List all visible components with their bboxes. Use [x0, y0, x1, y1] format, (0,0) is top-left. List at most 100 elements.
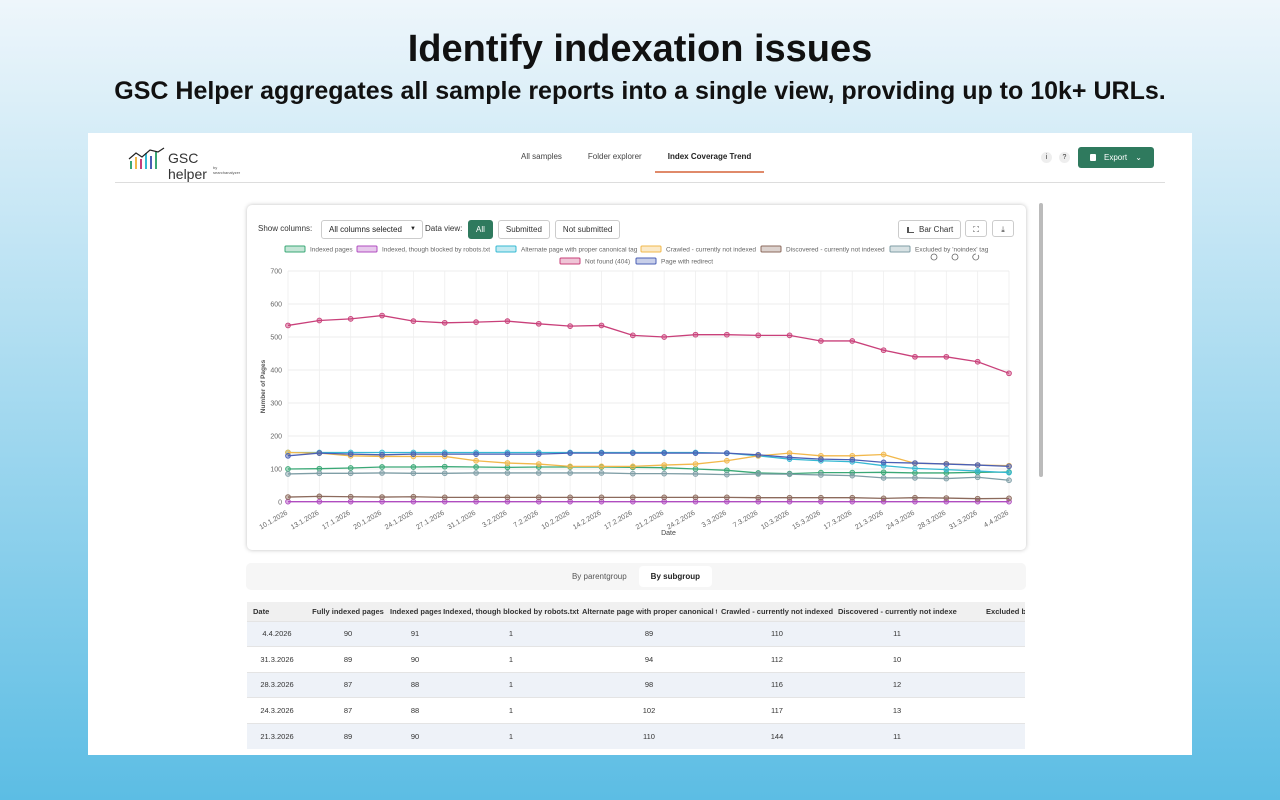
legend-swatch[interactable] [559, 257, 581, 265]
x-tick-label: 4.4.2026 [983, 510, 1010, 530]
data-view-label: Data view: [425, 224, 463, 233]
table-cell: 73 [957, 722, 1025, 749]
data-point [692, 471, 699, 477]
data-point [316, 317, 323, 324]
data-view-button[interactable]: Not submitted [554, 220, 621, 239]
group-tab[interactable]: By subgroup [638, 566, 713, 587]
data-point [974, 474, 981, 481]
x-tick-label: 24.1.2026 [384, 510, 415, 532]
data-point [504, 498, 511, 505]
data-point [661, 494, 668, 501]
series-line [287, 452, 1010, 468]
legend-swatch[interactable] [760, 245, 782, 253]
download-button[interactable]: ⤓ [992, 220, 1014, 237]
x-tick-label: 24.2.2026 [666, 510, 697, 532]
table-cell: 112 [717, 646, 837, 672]
data-point [410, 470, 417, 477]
legend-label[interactable]: Excluded by 'noindex' tag [915, 247, 989, 254]
nav-tab[interactable]: Index Coverage Trend [654, 152, 765, 173]
legend-label[interactable]: Crawled - currently not indexed [666, 247, 756, 254]
data-point [1006, 495, 1012, 502]
data-point [410, 318, 417, 325]
data-point [285, 471, 291, 477]
legend-label[interactable]: Not found (404) [585, 259, 630, 266]
zoom-in-icon[interactable] [951, 253, 959, 261]
x-tick-label: 17.1.2026 [321, 510, 352, 532]
legend-label[interactable]: Page with redirect [661, 259, 713, 266]
data-point [974, 462, 981, 468]
fullscreen-button[interactable]: ⛶ [965, 220, 987, 237]
data-point [347, 470, 354, 477]
data-point [347, 465, 354, 471]
data-point [535, 461, 542, 467]
data-point [347, 498, 354, 505]
legend-label[interactable]: Indexed pages [310, 247, 353, 254]
data-point [629, 332, 636, 339]
table-cell: 1 [441, 697, 581, 723]
legend-swatch[interactable] [284, 245, 306, 253]
info-button[interactable]: i [1041, 152, 1052, 163]
table-cell: 21.3.2026 [247, 722, 307, 749]
data-point [473, 451, 479, 458]
data-point [692, 450, 699, 457]
legend-swatch[interactable] [495, 245, 517, 253]
data-point [567, 323, 573, 329]
export-icon [1090, 154, 1096, 161]
data-point [473, 319, 479, 326]
data-view-button[interactable]: All [468, 220, 493, 239]
table-cell: 73 [957, 697, 1025, 723]
data-point [316, 465, 323, 472]
zoom-out-icon[interactable] [930, 253, 938, 261]
x-axis-label: Date [661, 530, 676, 537]
table-cell: 28.3.2026 [247, 671, 307, 698]
y-tick-label: 700 [270, 269, 282, 276]
x-tick-label: 21.2.2026 [635, 510, 666, 532]
group-tab[interactable]: By parentgroup [571, 572, 627, 581]
data-point [441, 494, 448, 501]
table-cell: 94 [581, 646, 717, 672]
legend-swatch[interactable] [889, 245, 911, 253]
series-line [287, 466, 1010, 475]
legend-swatch[interactable] [356, 245, 378, 253]
table-cell: 89 [307, 646, 389, 672]
data-point [912, 460, 918, 466]
subtitle: GSC Helper aggregates all sample reports… [114, 77, 1166, 105]
legend-label[interactable]: Discovered - currently not indexed [786, 247, 885, 254]
data-point [880, 475, 887, 481]
nav-tab[interactable]: All samples [521, 152, 562, 161]
legend-swatch[interactable] [635, 257, 657, 265]
data-point [1006, 463, 1012, 470]
logo-icon [128, 147, 165, 169]
data-point [692, 461, 699, 467]
data-point [786, 494, 793, 501]
data-view-button[interactable]: Submitted [497, 220, 550, 239]
data-point [724, 498, 730, 505]
legend-swatch[interactable] [640, 245, 662, 253]
data-point [535, 494, 542, 501]
x-tick-label: 17.3.2026 [823, 510, 854, 532]
data-point [912, 465, 918, 472]
reset-zoom-icon[interactable] [972, 253, 980, 261]
data-point [912, 498, 918, 505]
data-point [598, 450, 605, 457]
data-point [629, 470, 636, 477]
table-cell: 89 [307, 722, 389, 749]
scrollbar[interactable] [1039, 203, 1043, 477]
x-tick-label: 20.1.2026 [353, 510, 384, 532]
data-point [661, 498, 668, 505]
logo[interactable]: GSC helper by searchanalyzer [128, 147, 240, 182]
data-point [1006, 469, 1012, 476]
data-point [692, 331, 699, 338]
export-button[interactable]: Export ⌄ [1078, 147, 1154, 168]
data-point [849, 472, 856, 479]
help-button[interactable]: ? [1059, 152, 1070, 163]
data-point [504, 318, 511, 325]
nav-tab[interactable]: Folder explorer [587, 152, 642, 161]
x-tick-label: 13.1.2026 [290, 510, 321, 532]
columns-select[interactable]: All columns selected ▼ [321, 220, 423, 239]
legend-label[interactable]: Alternate page with proper canonical tag [521, 247, 638, 254]
data-point [661, 334, 668, 340]
legend-label[interactable]: Indexed, though blocked by robots.txt [382, 247, 490, 254]
bar-chart-button[interactable]: Bar Chart [898, 220, 962, 239]
